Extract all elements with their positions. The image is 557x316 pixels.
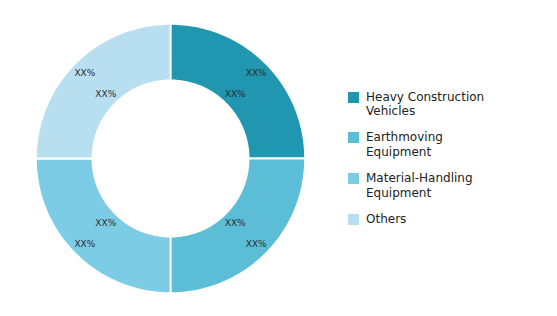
- svg-text:XX%: XX%: [95, 218, 116, 228]
- html-text:Earthmoving Equipment: Earthmoving Equipment: [366, 130, 443, 159]
- html-text:Others: Others: [366, 212, 407, 226]
- svg-text:XX%: XX%: [74, 68, 95, 78]
- svg-text:XX%: XX%: [95, 89, 116, 99]
- svg-text:XX%: XX%: [246, 68, 267, 78]
- html-text:Material-Handling Equipment: Material-Handling Equipment: [366, 171, 473, 200]
- svg-text:XX%: XX%: [225, 218, 246, 228]
- svg-text:XX%: XX%: [74, 239, 95, 249]
- svg-text:XX%: XX%: [225, 89, 246, 99]
- html-text:Heavy Construction Vehicles: Heavy Construction Vehicles: [366, 89, 485, 118]
- svg-text:XX%: XX%: [246, 239, 267, 249]
